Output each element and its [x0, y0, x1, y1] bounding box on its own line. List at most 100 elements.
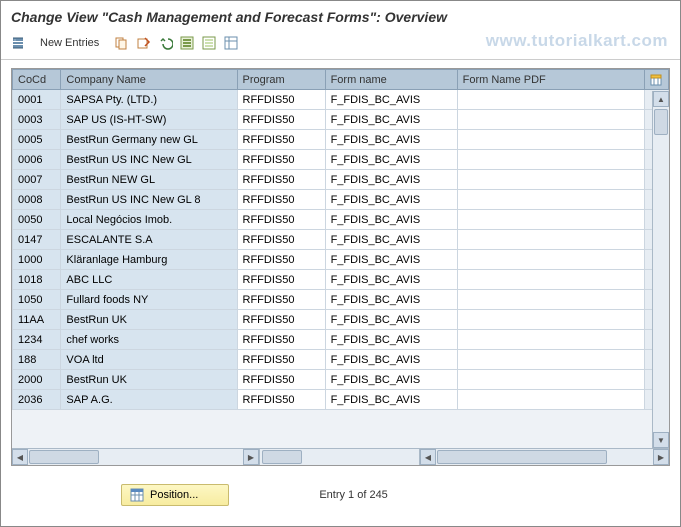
- cell-cocd[interactable]: 1018: [13, 270, 61, 290]
- scroll-thumb[interactable]: [654, 109, 668, 135]
- cell-form[interactable]: F_FDIS_BC_AVIS: [325, 330, 457, 350]
- select-all-icon[interactable]: [178, 34, 196, 52]
- cell-pdf[interactable]: [457, 190, 644, 210]
- cell-form[interactable]: F_FDIS_BC_AVIS: [325, 290, 457, 310]
- cell-form[interactable]: F_FDIS_BC_AVIS: [325, 170, 457, 190]
- cell-pdf[interactable]: [457, 230, 644, 250]
- cell-pdf[interactable]: [457, 370, 644, 390]
- table-row[interactable]: 0007BestRun NEW GLRFFDIS50F_FDIS_BC_AVIS: [13, 170, 669, 190]
- cell-pdf[interactable]: [457, 310, 644, 330]
- table-row[interactable]: 0003SAP US (IS-HT-SW)RFFDIS50F_FDIS_BC_A…: [13, 110, 669, 130]
- cell-company[interactable]: BestRun US INC New GL: [61, 150, 237, 170]
- scroll-right-icon[interactable]: ▶: [243, 449, 259, 465]
- splitter-handle[interactable]: [262, 450, 302, 464]
- cell-program[interactable]: RFFDIS50: [237, 390, 325, 410]
- cell-cocd[interactable]: 0001: [13, 90, 61, 110]
- cell-company[interactable]: BestRun Germany new GL: [61, 130, 237, 150]
- cell-form[interactable]: F_FDIS_BC_AVIS: [325, 350, 457, 370]
- cell-program[interactable]: RFFDIS50: [237, 370, 325, 390]
- cell-cocd[interactable]: 2000: [13, 370, 61, 390]
- cell-company[interactable]: BestRun US INC New GL 8: [61, 190, 237, 210]
- scroll-thumb-h2[interactable]: [437, 450, 607, 464]
- cell-cocd[interactable]: 1000: [13, 250, 61, 270]
- col-header-company[interactable]: Company Name: [61, 70, 237, 90]
- cell-program[interactable]: RFFDIS50: [237, 250, 325, 270]
- cell-pdf[interactable]: [457, 170, 644, 190]
- col-header-cocd[interactable]: CoCd: [13, 70, 61, 90]
- cell-pdf[interactable]: [457, 150, 644, 170]
- cell-company[interactable]: Fullard foods NY: [61, 290, 237, 310]
- table-row[interactable]: 0001SAPSA Pty. (LTD.)RFFDIS50F_FDIS_BC_A…: [13, 90, 669, 110]
- cell-program[interactable]: RFFDIS50: [237, 130, 325, 150]
- position-button[interactable]: Position...: [121, 484, 229, 506]
- cell-pdf[interactable]: [457, 270, 644, 290]
- cell-form[interactable]: F_FDIS_BC_AVIS: [325, 190, 457, 210]
- scroll-up-icon[interactable]: ▲: [653, 91, 669, 107]
- table-row[interactable]: 0147ESCALANTE S.ARFFDIS50F_FDIS_BC_AVIS: [13, 230, 669, 250]
- cell-pdf[interactable]: [457, 390, 644, 410]
- table-row[interactable]: 1000Kläranlage HamburgRFFDIS50F_FDIS_BC_…: [13, 250, 669, 270]
- cell-pdf[interactable]: [457, 110, 644, 130]
- cell-form[interactable]: F_FDIS_BC_AVIS: [325, 390, 457, 410]
- cell-form[interactable]: F_FDIS_BC_AVIS: [325, 130, 457, 150]
- delete-selection-icon[interactable]: [134, 34, 152, 52]
- undo-icon[interactable]: [156, 34, 174, 52]
- table-row[interactable]: 0006BestRun US INC New GLRFFDIS50F_FDIS_…: [13, 150, 669, 170]
- cell-pdf[interactable]: [457, 330, 644, 350]
- cell-company[interactable]: Kläranlage Hamburg: [61, 250, 237, 270]
- cell-program[interactable]: RFFDIS50: [237, 210, 325, 230]
- scroll-thumb-h1[interactable]: [29, 450, 99, 464]
- table-row[interactable]: 2000BestRun UKRFFDIS50F_FDIS_BC_AVIS: [13, 370, 669, 390]
- copy-icon[interactable]: [112, 34, 130, 52]
- col-header-form[interactable]: Form name: [325, 70, 457, 90]
- cell-program[interactable]: RFFDIS50: [237, 150, 325, 170]
- cell-cocd[interactable]: 0008: [13, 190, 61, 210]
- cell-cocd[interactable]: 2036: [13, 390, 61, 410]
- table-row[interactable]: 11AABestRun UKRFFDIS50F_FDIS_BC_AVIS: [13, 310, 669, 330]
- cell-company[interactable]: ABC LLC: [61, 270, 237, 290]
- cell-cocd[interactable]: 1234: [13, 330, 61, 350]
- cell-cocd[interactable]: 0006: [13, 150, 61, 170]
- scroll-left2-icon[interactable]: ◀: [420, 449, 436, 465]
- cell-program[interactable]: RFFDIS50: [237, 310, 325, 330]
- cell-company[interactable]: BestRun UK: [61, 370, 237, 390]
- cell-company[interactable]: SAP US (IS-HT-SW): [61, 110, 237, 130]
- cell-form[interactable]: F_FDIS_BC_AVIS: [325, 310, 457, 330]
- cell-company[interactable]: Local Negócios Imob.: [61, 210, 237, 230]
- cell-program[interactable]: RFFDIS50: [237, 110, 325, 130]
- cell-program[interactable]: RFFDIS50: [237, 170, 325, 190]
- cell-form[interactable]: F_FDIS_BC_AVIS: [325, 110, 457, 130]
- cell-program[interactable]: RFFDIS50: [237, 290, 325, 310]
- cell-company[interactable]: chef works: [61, 330, 237, 350]
- cell-company[interactable]: SAP A.G.: [61, 390, 237, 410]
- scroll-down-icon[interactable]: ▼: [653, 432, 669, 448]
- cell-company[interactable]: ESCALANTE S.A: [61, 230, 237, 250]
- table-row[interactable]: 1050Fullard foods NYRFFDIS50F_FDIS_BC_AV…: [13, 290, 669, 310]
- cell-company[interactable]: SAPSA Pty. (LTD.): [61, 90, 237, 110]
- vertical-scrollbar[interactable]: ▲ ▼: [652, 91, 669, 448]
- cell-form[interactable]: F_FDIS_BC_AVIS: [325, 270, 457, 290]
- cell-form[interactable]: F_FDIS_BC_AVIS: [325, 210, 457, 230]
- deselect-all-icon[interactable]: [200, 34, 218, 52]
- cell-cocd[interactable]: 0147: [13, 230, 61, 250]
- toggle-view-icon[interactable]: [9, 34, 27, 52]
- cell-cocd[interactable]: 0003: [13, 110, 61, 130]
- cell-company[interactable]: VOA ltd: [61, 350, 237, 370]
- cell-pdf[interactable]: [457, 250, 644, 270]
- table-row[interactable]: 188VOA ltdRFFDIS50F_FDIS_BC_AVIS: [13, 350, 669, 370]
- cell-pdf[interactable]: [457, 290, 644, 310]
- configure-columns-icon[interactable]: [644, 70, 668, 90]
- cell-cocd[interactable]: 188: [13, 350, 61, 370]
- cell-program[interactable]: RFFDIS50: [237, 350, 325, 370]
- table-row[interactable]: 0005BestRun Germany new GLRFFDIS50F_FDIS…: [13, 130, 669, 150]
- cell-cocd[interactable]: 0007: [13, 170, 61, 190]
- col-header-program[interactable]: Program: [237, 70, 325, 90]
- scroll-right2-icon[interactable]: ▶: [653, 449, 669, 465]
- cell-program[interactable]: RFFDIS50: [237, 190, 325, 210]
- cell-form[interactable]: F_FDIS_BC_AVIS: [325, 150, 457, 170]
- table-row[interactable]: 2036SAP A.G.RFFDIS50F_FDIS_BC_AVIS: [13, 390, 669, 410]
- cell-pdf[interactable]: [457, 130, 644, 150]
- cell-form[interactable]: F_FDIS_BC_AVIS: [325, 370, 457, 390]
- table-row[interactable]: 0008BestRun US INC New GL 8RFFDIS50F_FDI…: [13, 190, 669, 210]
- cell-cocd[interactable]: 0005: [13, 130, 61, 150]
